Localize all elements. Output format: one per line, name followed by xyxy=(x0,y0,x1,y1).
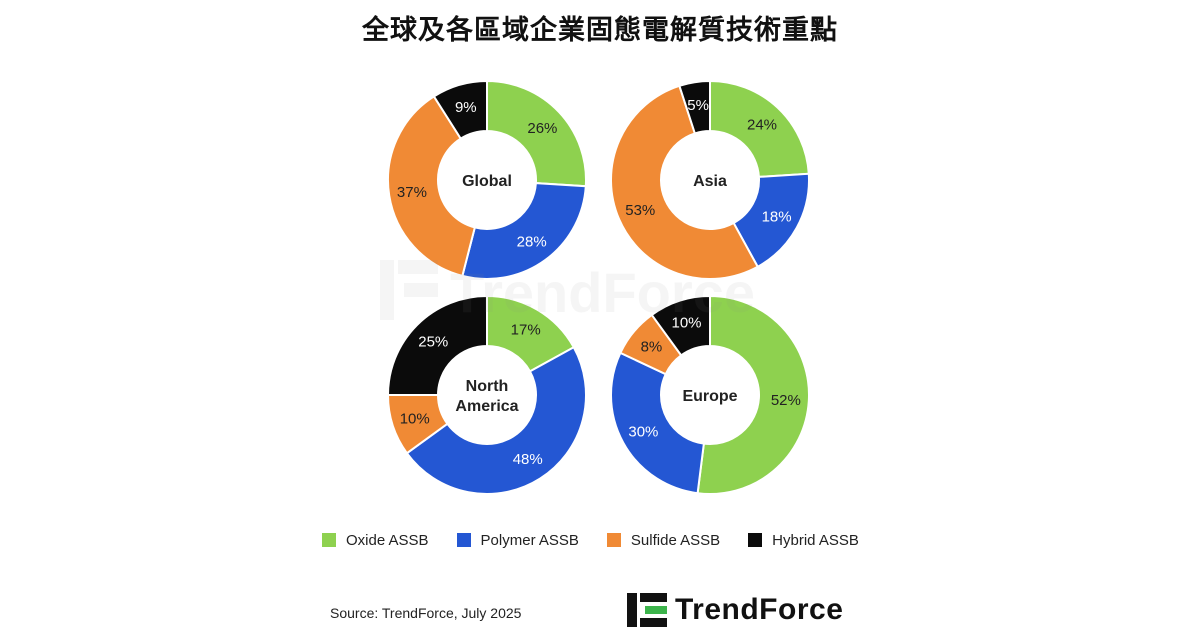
slice-hybrid xyxy=(432,79,488,141)
slice-label-polymer: 30% xyxy=(628,424,658,441)
slice-oxide xyxy=(486,79,587,188)
slice-label-hybrid: 25% xyxy=(418,333,448,350)
slice-label-oxide: 17% xyxy=(511,322,541,339)
slice-hybrid xyxy=(386,294,488,396)
legend-label-hybrid: Hybrid ASSB xyxy=(772,531,859,549)
legend-item-oxide: Oxide ASSB xyxy=(322,532,429,549)
source-note: Source: TrendForce, July 2025 xyxy=(330,605,522,621)
slice-label-hybrid: 5% xyxy=(687,97,709,114)
donut-asia: 24% 18% 53% 5% Asia xyxy=(610,79,810,280)
slice-label-polymer: 18% xyxy=(762,209,792,226)
center-label: Asia xyxy=(693,173,727,190)
slice-sulfide xyxy=(387,95,477,278)
slice-label-sulfide: 53% xyxy=(625,202,655,219)
legend-label-polymer: Polymer ASSB xyxy=(480,531,579,549)
donut-charts: 26% 28% 37% 9% Global 24% 18% 53% 5% Asia 17% 48% 10… xyxy=(386,79,810,495)
legend-label-oxide: Oxide ASSB xyxy=(346,531,429,549)
donut-global: 26% 28% 37% 9% Global xyxy=(387,79,587,280)
slice-polymer xyxy=(461,182,587,280)
legend-swatch-sulfide xyxy=(606,533,621,547)
chart-title: 全球及各區域企業固態電解質技術重點 xyxy=(362,15,838,46)
legend-item-polymer: Polymer ASSB xyxy=(456,531,579,549)
slice-label-hybrid: 9% xyxy=(455,99,477,116)
slice-label-sulfide: 8% xyxy=(641,339,663,356)
slice-polymer xyxy=(610,351,705,495)
legend-item-hybrid: Hybrid ASSB xyxy=(748,532,859,549)
legend-swatch-oxide xyxy=(322,533,336,547)
center-label: North xyxy=(466,378,509,395)
slice-label-oxide: 26% xyxy=(527,120,557,137)
slice-oxide xyxy=(709,79,810,178)
slice-sulfide xyxy=(610,84,760,280)
center-label: Global xyxy=(462,173,512,190)
slice-label-sulfide: 10% xyxy=(400,410,430,427)
slice-polymer xyxy=(405,345,587,495)
slice-label-oxide: 24% xyxy=(747,117,777,134)
trendforce-logo-icon xyxy=(627,593,667,627)
legend-label-sulfide: Sulfide ASSB xyxy=(630,531,721,549)
legend-item-sulfide: Sulfide ASSB xyxy=(606,531,721,549)
slice-label-oxide: 52% xyxy=(771,392,801,409)
donut-europe: 52% 30% 8% 10% Europe xyxy=(610,294,810,495)
slice-hybrid xyxy=(650,294,711,357)
trendforce-logo: TrendForce xyxy=(627,590,843,630)
donut-north-america: 17% 48% 10% 25% North America xyxy=(386,294,587,495)
slice-hybrid xyxy=(678,79,711,135)
slice-label-sulfide: 37% xyxy=(397,184,427,201)
slice-label-polymer: 28% xyxy=(517,233,547,250)
slice-label-hybrid: 10% xyxy=(671,315,701,332)
center-label: Europe xyxy=(682,388,737,405)
center-label: America xyxy=(455,398,518,415)
legend-swatch-polymer xyxy=(456,533,471,547)
trendforce-logo-text: TrendForce xyxy=(675,593,844,626)
slice-label-polymer: 48% xyxy=(513,451,543,468)
legend-swatch-hybrid xyxy=(748,533,763,547)
slice-oxide xyxy=(696,294,810,495)
legend: Oxide ASSB Polymer ASSB Sulfide ASSB Hybrid… xyxy=(322,527,922,553)
